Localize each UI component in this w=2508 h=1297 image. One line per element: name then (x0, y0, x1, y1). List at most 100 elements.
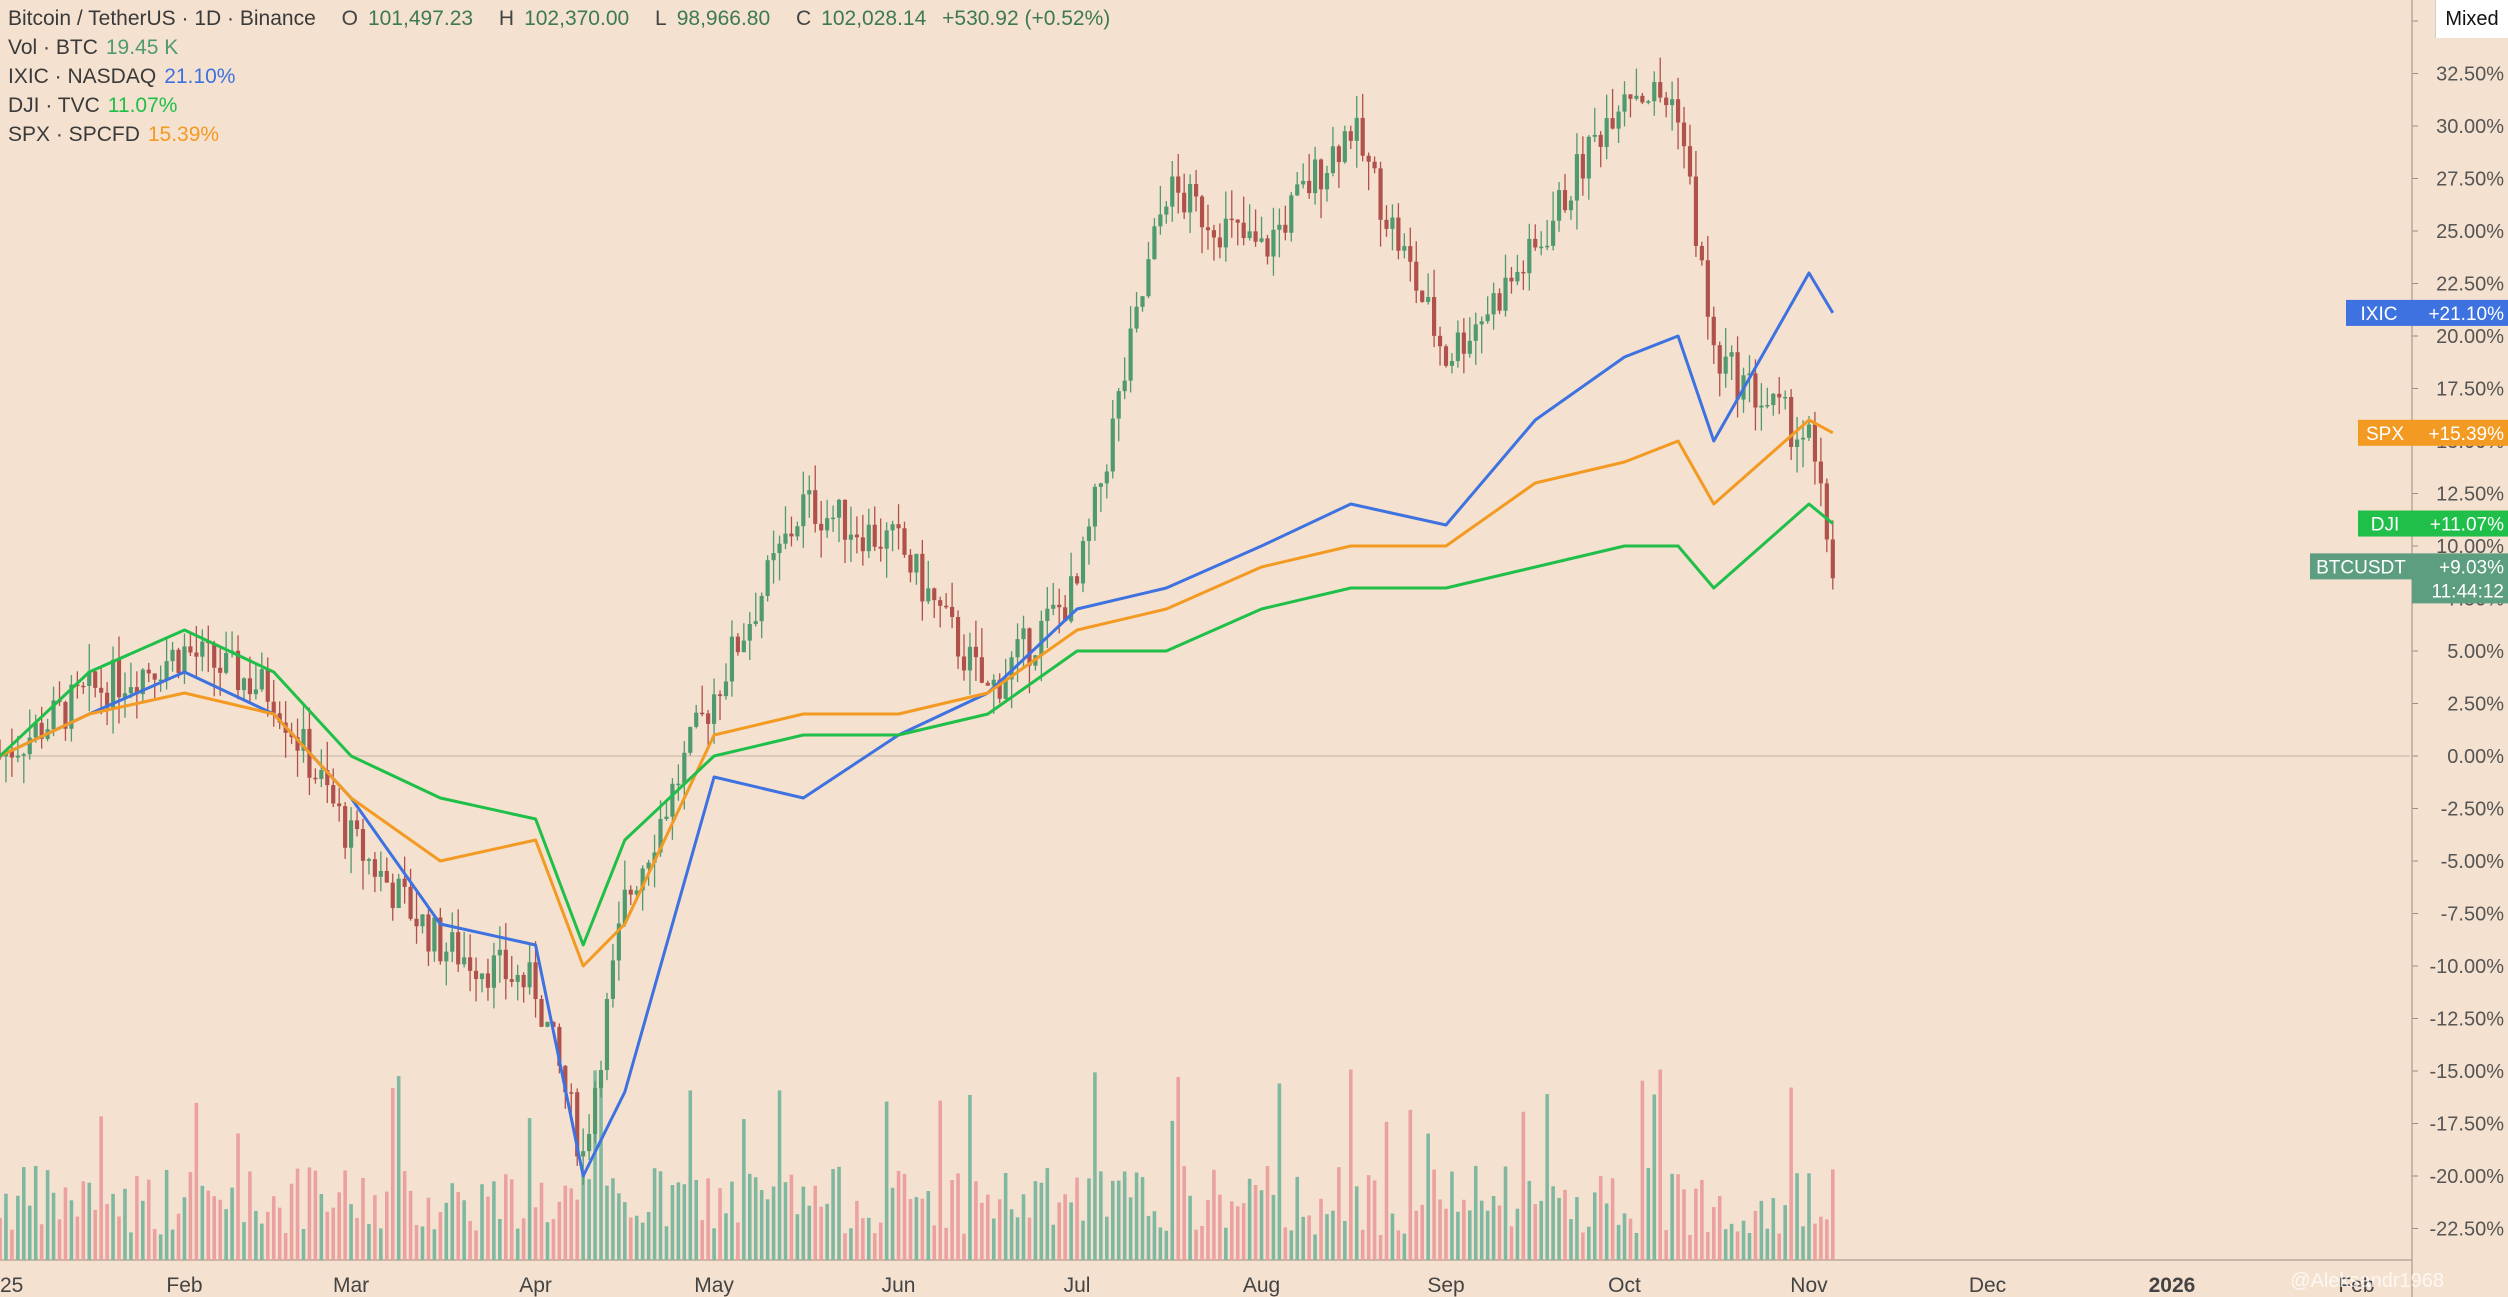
candle-body (1336, 146, 1341, 163)
legend-row-dji[interactable]: DJI · TVC 11.07% (8, 91, 1110, 120)
y-tick-label: -12.50% (2430, 1009, 2505, 1031)
candle-body (1372, 161, 1377, 169)
candle-body (396, 878, 401, 909)
candle-body (795, 526, 800, 537)
volume-bar (1307, 1215, 1311, 1260)
volume-bar (420, 1226, 425, 1260)
volume-bar (396, 1076, 401, 1260)
candle-body (1449, 361, 1455, 366)
volume-bar (819, 1206, 823, 1260)
volume-bar (1527, 1180, 1532, 1260)
candle-body (271, 701, 276, 714)
volume-bar (1200, 1225, 1204, 1260)
candle-body (545, 1021, 550, 1027)
volume-bar (1402, 1233, 1407, 1260)
volume-bar (349, 1204, 353, 1260)
candle-body (1396, 217, 1401, 251)
candle-body (152, 673, 157, 680)
volume-bar (301, 1228, 306, 1260)
volume-bar (1027, 1217, 1032, 1260)
volume-bar (87, 1182, 92, 1260)
candle-body (1259, 238, 1264, 242)
volume-bar (623, 1202, 627, 1260)
legend-row-volume[interactable]: Vol · BTC 19.45 K (8, 33, 1110, 62)
candle-body (164, 661, 169, 680)
volume-bar (129, 1232, 133, 1260)
volume-bar (1628, 1218, 1633, 1260)
candle-body (878, 546, 883, 549)
volume-bar (1795, 1173, 1799, 1260)
volume-bar (914, 1197, 919, 1260)
candle-body (1223, 218, 1228, 248)
candle-body (1533, 238, 1538, 248)
volume-bar (4, 1193, 8, 1260)
volume-bar (63, 1187, 68, 1260)
candle-body (319, 770, 324, 779)
volume-bar (1158, 1227, 1163, 1260)
volume-bar (1551, 1186, 1555, 1260)
volume-bar (1182, 1166, 1186, 1260)
dji-value: 11.07% (107, 94, 178, 117)
y-tick-label: -5.00% (2441, 851, 2505, 873)
price-tag-value: +21.10% (2428, 304, 2504, 325)
volume-bar (991, 1218, 996, 1260)
candle-body (414, 918, 419, 927)
volume-bar (188, 1172, 193, 1260)
volume-bar (1563, 1189, 1567, 1260)
candle-body (1473, 324, 1478, 341)
volume-bar (1146, 1215, 1151, 1260)
volume-bar (1616, 1224, 1621, 1260)
candle-body (9, 751, 14, 758)
volume-bar (611, 1178, 615, 1260)
candle-body (1521, 271, 1526, 274)
candle-body (468, 957, 473, 971)
legend-row-spx[interactable]: SPX · SPCFD 15.39% (8, 120, 1110, 149)
candle-body (1628, 94, 1633, 99)
candle-body (354, 820, 360, 830)
price-tag-label-bg (2358, 419, 2412, 446)
volume-bar (861, 1218, 865, 1260)
price-tag-value-bg (2412, 419, 2508, 446)
candle-body (1699, 245, 1704, 261)
candle-body (462, 957, 467, 965)
candle-body (616, 923, 621, 961)
symbol-title[interactable]: Bitcoin / TetherUS · 1D · Binance (8, 7, 316, 30)
volume-bar (1325, 1214, 1329, 1260)
candle-body (1545, 245, 1550, 248)
volume-bar (1021, 1194, 1026, 1260)
price-tag-label-bg (2358, 510, 2412, 537)
candle-body (1664, 97, 1669, 106)
volume-bar (277, 1207, 282, 1260)
x-tick-label: Aug (1243, 1274, 1280, 1297)
y-tick-label: 30.00% (2436, 116, 2504, 138)
candle-body (134, 687, 139, 695)
candle-body (1455, 332, 1460, 362)
legend-row-ixic[interactable]: IXIC · NASDAQ 21.10% (8, 62, 1110, 91)
volume-bar (468, 1220, 472, 1260)
candle-body (527, 962, 532, 988)
candle-body (1318, 159, 1324, 190)
candle-body (1330, 146, 1336, 174)
candle-body (765, 560, 770, 596)
candle-body (1753, 373, 1758, 408)
volume-bar (1717, 1195, 1722, 1260)
volume-bar (1444, 1208, 1448, 1260)
candle-body (723, 681, 729, 697)
volume-bar (438, 1212, 443, 1260)
volume-bar (1033, 1181, 1038, 1260)
volume-bar (1771, 1198, 1776, 1260)
candle-body (372, 859, 377, 877)
volume-bar (1819, 1216, 1823, 1260)
candle-body (1497, 293, 1502, 311)
candle-body (491, 955, 496, 988)
y-tick-label: 32.50% (2436, 64, 2504, 86)
candle-body (973, 646, 978, 658)
candle-body (1485, 314, 1490, 322)
scale-mode-button[interactable]: Mixed (2435, 0, 2508, 38)
volume-bar (724, 1213, 728, 1260)
volume-label: Vol · BTC (8, 36, 98, 59)
candle-body (1574, 154, 1579, 201)
candle-body (1592, 134, 1597, 137)
